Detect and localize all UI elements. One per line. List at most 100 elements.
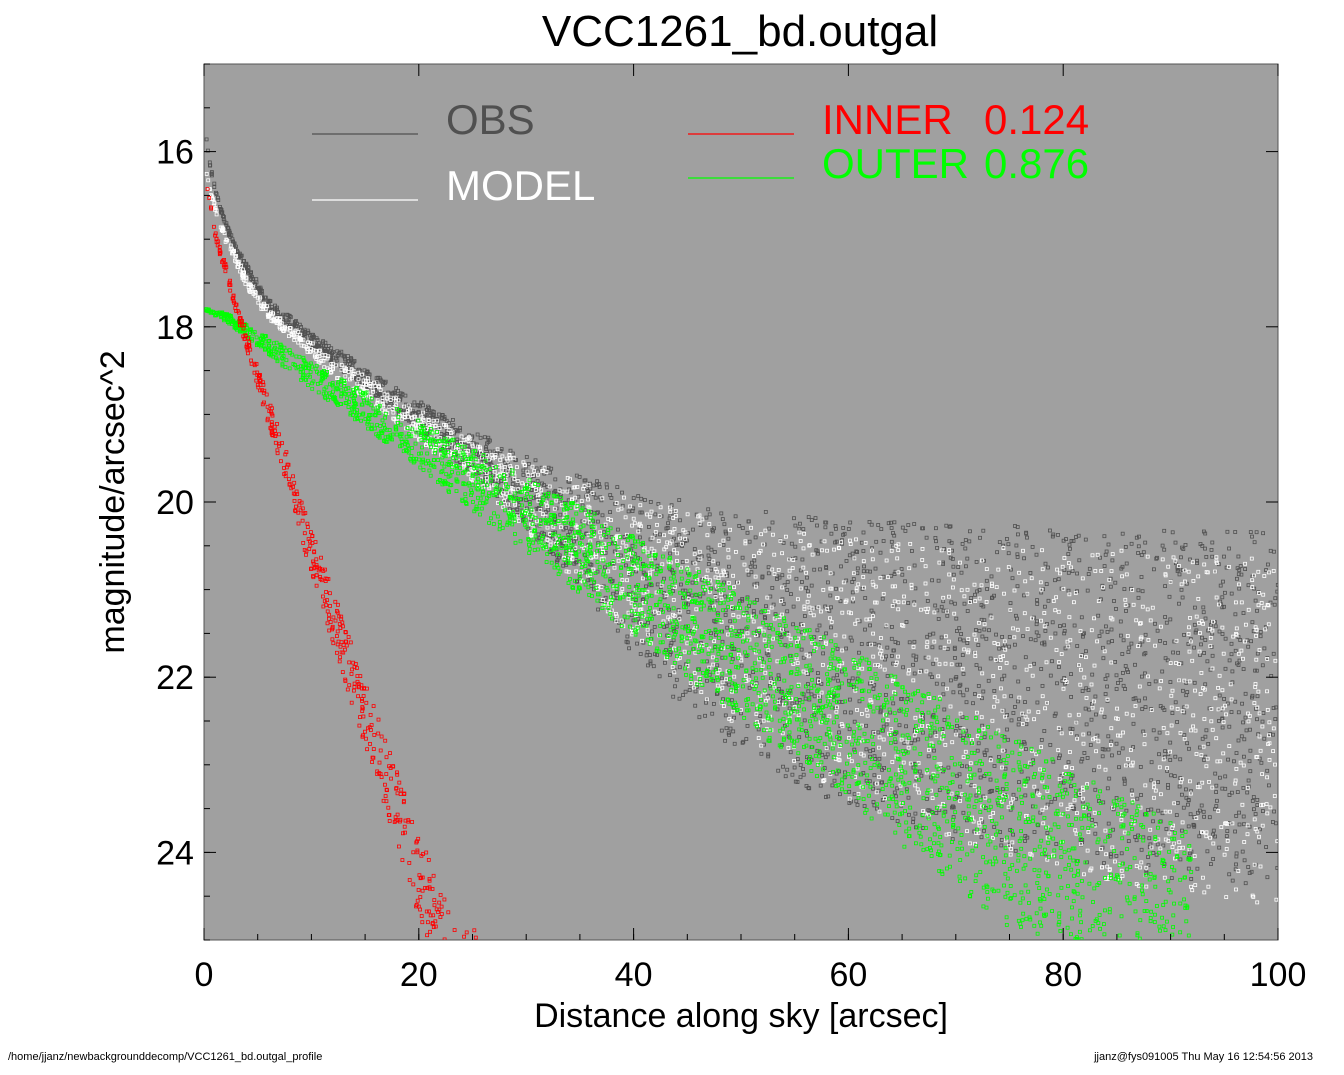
data-point <box>965 556 970 561</box>
data-point <box>1232 759 1236 764</box>
data-point <box>1205 849 1210 854</box>
data-point <box>1268 600 1273 605</box>
data-point <box>1161 843 1166 848</box>
data-point <box>1139 847 1144 852</box>
data-point <box>1058 624 1062 628</box>
data-point <box>1000 635 1004 639</box>
data-point <box>641 570 646 575</box>
data-point <box>1217 693 1222 698</box>
data-point <box>1106 821 1111 826</box>
data-point <box>817 623 822 628</box>
data-point <box>867 520 872 524</box>
data-point <box>643 498 647 502</box>
data-point <box>1177 572 1182 577</box>
data-point <box>608 510 612 515</box>
data-point <box>956 565 961 569</box>
data-point <box>914 777 919 782</box>
data-point <box>313 343 318 348</box>
data-point <box>930 675 934 679</box>
data-point <box>828 593 833 598</box>
data-point <box>985 587 989 591</box>
data-point <box>787 706 792 711</box>
data-point <box>722 522 727 527</box>
data-point <box>1168 617 1173 622</box>
data-point <box>624 563 628 568</box>
data-point <box>909 741 914 745</box>
data-point <box>1035 602 1040 606</box>
data-point <box>1119 851 1124 856</box>
data-point <box>1243 881 1248 886</box>
data-point <box>1045 622 1049 626</box>
data-point <box>1062 676 1067 680</box>
data-point <box>745 724 750 728</box>
data-point <box>994 632 998 637</box>
data-point <box>1273 596 1278 601</box>
data-point <box>1133 662 1137 667</box>
data-point <box>892 572 897 576</box>
data-point <box>451 423 456 428</box>
data-point <box>1089 717 1094 722</box>
data-point <box>816 677 820 682</box>
data-point <box>938 645 943 650</box>
data-point <box>1233 699 1238 704</box>
data-point <box>831 676 836 681</box>
data-point <box>1146 855 1150 859</box>
data-point <box>1261 711 1266 715</box>
data-point <box>1138 765 1143 769</box>
data-point <box>978 535 982 540</box>
data-point <box>967 539 972 544</box>
data-point <box>1131 697 1136 701</box>
data-point <box>925 797 929 801</box>
data-point <box>1092 768 1096 773</box>
data-point <box>543 510 548 514</box>
data-point <box>242 259 247 263</box>
data-point <box>1007 644 1011 649</box>
data-point <box>1137 698 1141 703</box>
data-point <box>889 520 893 525</box>
data-point <box>760 575 765 580</box>
data-point <box>1271 651 1276 656</box>
data-point <box>1143 651 1148 655</box>
data-point <box>697 667 701 672</box>
data-point <box>1157 730 1162 735</box>
data-point <box>1066 760 1071 765</box>
data-point <box>1202 758 1206 762</box>
data-point <box>949 600 954 605</box>
data-point <box>859 540 864 545</box>
data-point <box>1175 720 1179 724</box>
data-point <box>1013 705 1017 709</box>
data-point <box>877 756 882 761</box>
data-point <box>907 640 912 645</box>
data-point <box>876 730 881 735</box>
data-point <box>884 722 889 727</box>
data-point <box>354 376 359 381</box>
data-point <box>1263 625 1268 630</box>
data-point <box>1227 546 1231 551</box>
data-point <box>405 402 410 407</box>
data-point <box>1237 586 1242 591</box>
data-point <box>1102 714 1107 719</box>
data-point <box>785 767 790 772</box>
data-point <box>874 539 879 544</box>
data-point <box>854 799 859 804</box>
data-point <box>777 677 781 681</box>
data-point <box>732 741 737 746</box>
data-point <box>638 652 643 656</box>
data-point <box>865 569 870 574</box>
data-point <box>863 596 868 600</box>
data-point <box>1253 668 1257 673</box>
data-point <box>212 181 217 186</box>
data-point <box>615 628 620 633</box>
data-point <box>1156 808 1161 813</box>
data-point <box>812 567 817 572</box>
data-point <box>964 700 969 705</box>
data-point <box>978 775 983 780</box>
data-point <box>1103 552 1108 557</box>
data-point <box>976 741 981 746</box>
data-point <box>725 625 730 630</box>
data-point <box>740 598 745 603</box>
data-point <box>953 729 958 733</box>
data-point <box>455 437 460 442</box>
data-point <box>1127 645 1132 650</box>
